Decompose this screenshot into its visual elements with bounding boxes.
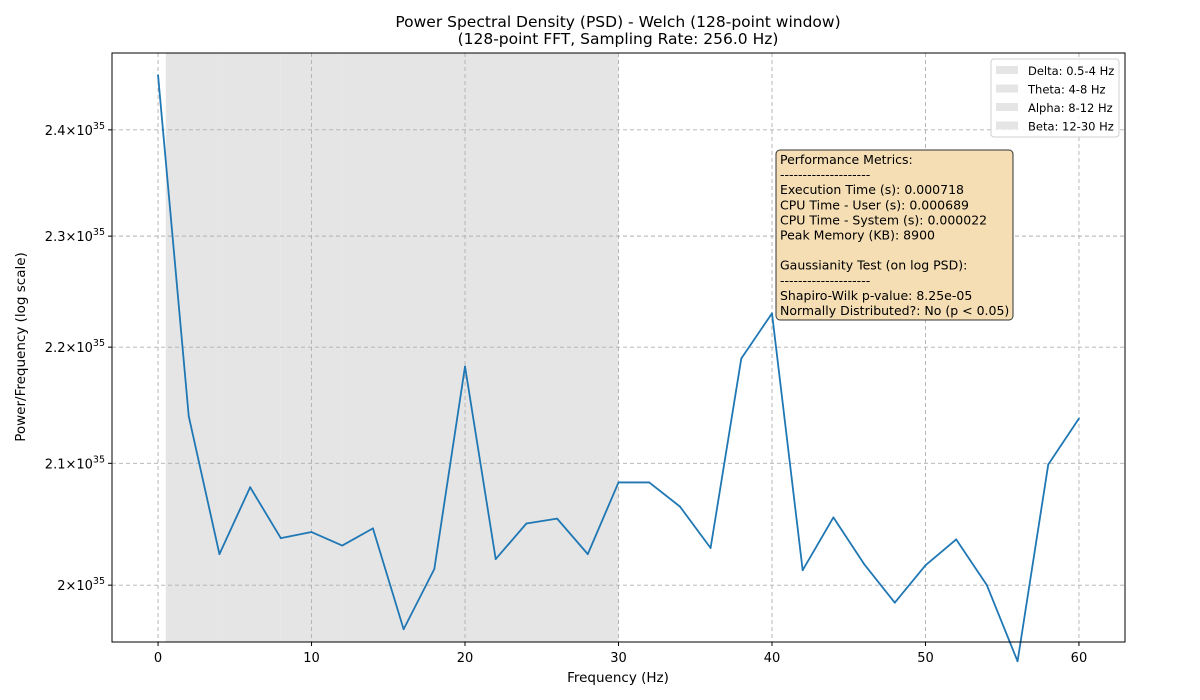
- psd-data-point: [771, 312, 773, 315]
- metrics-line: --------------------: [780, 167, 870, 182]
- data-series: [157, 74, 1080, 663]
- legend-swatch: [996, 66, 1018, 74]
- metrics-line: Performance Metrics:: [780, 152, 913, 167]
- psd-data-point: [1016, 660, 1019, 663]
- y-tick-label: 2.1×1035: [45, 454, 105, 472]
- metrics-line: Shapiro-Wilk p-value: 8.25e-05: [780, 288, 972, 303]
- legend-entry-label: Beta: 12-30 Hz: [1028, 120, 1114, 134]
- psd-data-point: [464, 365, 466, 368]
- psd-data-point: [494, 558, 497, 560]
- x-tick-label: 40: [764, 651, 781, 666]
- y-tick-label: 2.4×1035: [45, 121, 105, 139]
- metrics-box-background: [775, 149, 1014, 321]
- legend-entry-label: Theta: 4-8 Hz: [1027, 83, 1106, 97]
- x-tick-label: 50: [917, 651, 934, 666]
- psd-data-point: [556, 517, 559, 520]
- chart-title: Power Spectral Density (PSD) - Welch (12…: [395, 13, 840, 31]
- psd-data-point: [586, 553, 589, 556]
- x-tick-label: 60: [1071, 651, 1088, 666]
- chart-subtitle: (128-point FFT, Sampling Rate: 256.0 Hz): [458, 30, 779, 48]
- psd-data-point: [1078, 417, 1080, 420]
- metrics-line: Gaussianity Test (on log PSD):: [780, 258, 967, 273]
- psd-data-point: [402, 628, 405, 631]
- psd-data-point: [433, 568, 436, 570]
- legend-swatch: [996, 103, 1018, 111]
- legend-frame: [990, 58, 1120, 138]
- psd-data-point: [863, 563, 865, 565]
- psd-data-point: [709, 547, 712, 549]
- x-tick-label: 0: [154, 651, 162, 666]
- x-axis-ticks: 0 10 20 30 40 50 60: [154, 642, 1087, 666]
- psd-data-point: [740, 357, 743, 360]
- y-axis-label: Power/Frequency (log scale): [13, 252, 29, 442]
- psd-data-point: [372, 527, 374, 530]
- psd-data-point: [893, 601, 896, 604]
- psd-data-point: [648, 481, 651, 484]
- psd-data-point: [924, 564, 927, 567]
- psd-data-point: [1047, 463, 1050, 466]
- metrics-line: Execution Time (s): 0.000718: [780, 182, 964, 197]
- psd-data-point: [832, 516, 835, 519]
- x-tick-label: 30: [610, 651, 627, 666]
- metrics-line: Peak Memory (KB): 8900: [780, 228, 935, 243]
- psd-data-point: [187, 415, 190, 418]
- legend-entry-label: Alpha: 8-12 Hz: [1028, 101, 1113, 115]
- grid-lines: [112, 53, 1125, 642]
- psd-data-point: [678, 505, 681, 508]
- x-tick-label: 20: [457, 651, 474, 666]
- psd-data-point: [279, 537, 282, 540]
- psd-data-point: [955, 538, 958, 541]
- psd-data-point: [310, 531, 313, 533]
- psd-data-point: [801, 569, 804, 572]
- legend-swatch: [996, 121, 1018, 130]
- y-tick-label: 2.3×1035: [45, 227, 105, 245]
- legend-entry-label: Delta: 0.5-4 Hz: [1028, 64, 1114, 78]
- psd-data-point: [249, 486, 252, 489]
- psd-data-point: [341, 544, 344, 547]
- y-tick-label: 2×1035: [57, 576, 105, 594]
- y-tick-label: 2.2×1035: [45, 338, 105, 356]
- metrics-line: --------------------: [780, 273, 870, 288]
- band-region-1: [219, 53, 281, 642]
- metrics-line: CPU Time - System (s): 0.000022: [780, 212, 987, 227]
- performance-metrics-box: Performance Metrics:--------------------…: [775, 149, 1014, 321]
- x-axis-label: Frequency (Hz): [567, 670, 669, 686]
- y-axis-ticks: 2×1035 2.1×1035 2.2×1035 2.3×1035 2.4×1035: [45, 121, 112, 594]
- psd-data-point: [157, 74, 159, 77]
- frequency-bands: [165, 53, 619, 642]
- x-tick-label: 10: [303, 651, 320, 666]
- psd-data-point: [525, 522, 528, 525]
- psd-data-point: [617, 481, 620, 484]
- psd-data-point: [985, 584, 988, 587]
- psd-data-point: [218, 553, 221, 556]
- legend: Delta: 0.5-4 Hz Theta: 4-8 Hz Alpha: 8-12 …: [990, 58, 1120, 138]
- metrics-line: Normally Distributed?: No (p < 0.05): [780, 303, 1009, 318]
- metrics-line: CPU Time - User (s): 0.000689: [780, 197, 969, 212]
- legend-swatch: [996, 84, 1018, 93]
